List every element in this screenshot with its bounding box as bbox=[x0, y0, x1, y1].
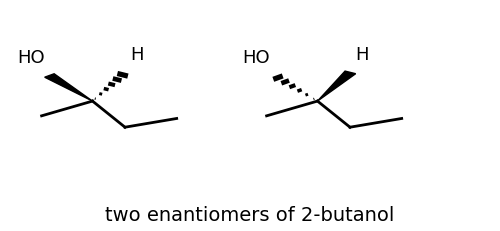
Polygon shape bbox=[318, 72, 356, 102]
Text: H: H bbox=[130, 46, 144, 64]
Text: H: H bbox=[356, 46, 369, 64]
Polygon shape bbox=[44, 74, 92, 102]
Text: HO: HO bbox=[242, 49, 270, 67]
Text: HO: HO bbox=[17, 49, 44, 67]
Text: two enantiomers of 2-butanol: two enantiomers of 2-butanol bbox=[106, 205, 395, 224]
